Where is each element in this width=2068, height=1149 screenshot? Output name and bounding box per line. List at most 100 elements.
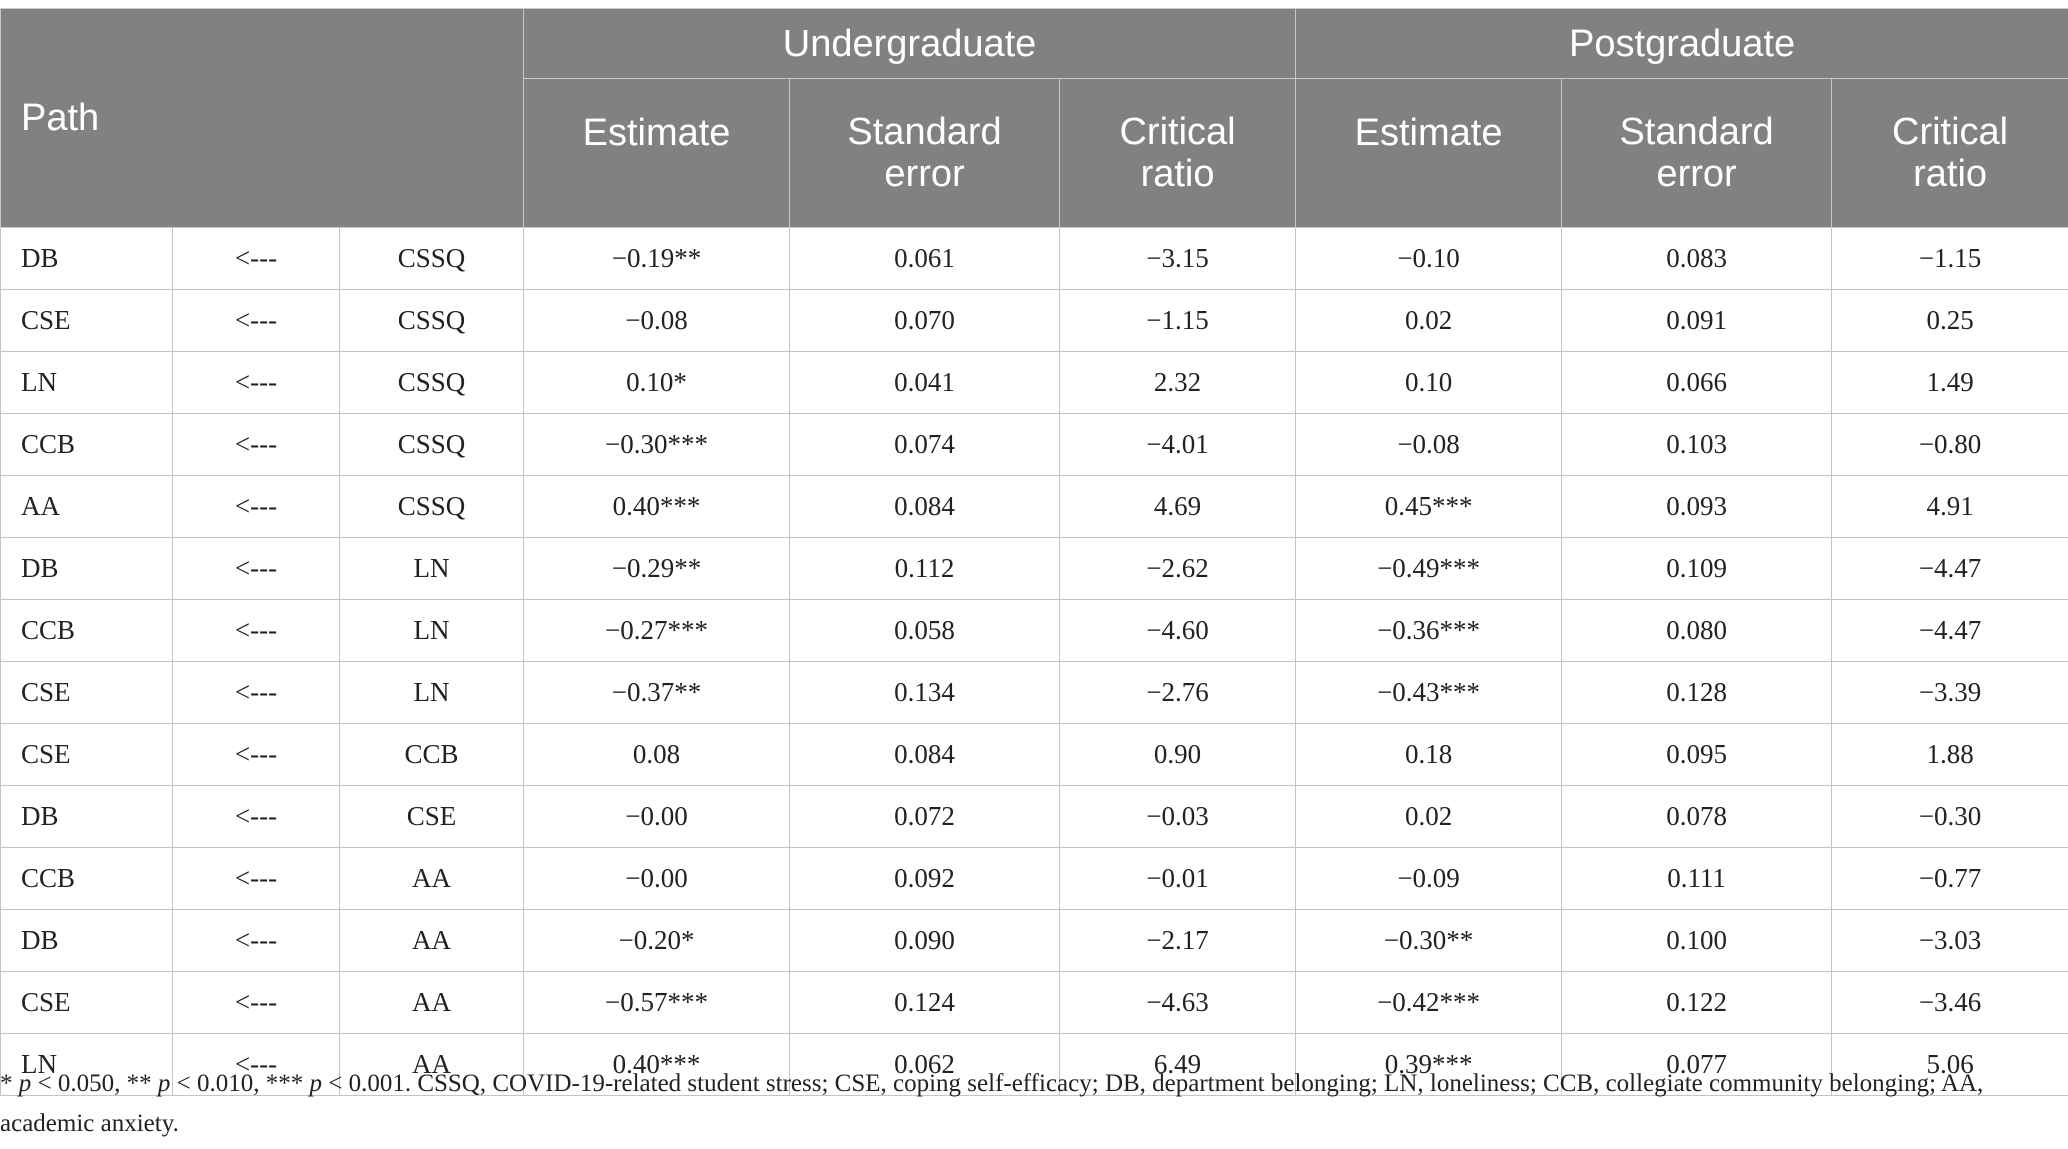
table-row: LN <--- CSSQ 0.10* 0.041 2.32 0.10 0.066 1.49 xyxy=(0,351,2068,414)
header-row-groups: Path Undergraduate Postgraduate xyxy=(0,8,2068,228)
cell-ug-critical-ratio: −0.03 xyxy=(1059,785,1297,848)
cell-ug-estimate: −0.19** xyxy=(523,227,791,290)
path-header: Path xyxy=(0,8,525,228)
cell-path-to: CSE xyxy=(0,661,173,724)
table-footnote: * p < 0.050, ** p < 0.010, *** p < 0.001… xyxy=(0,1064,2050,1144)
cell-ug-critical-ratio: −2.17 xyxy=(1059,909,1297,972)
table-row: DB <--- CSSQ −0.19** 0.061 −3.15 −0.10 0.083 −1.… xyxy=(0,227,2068,290)
cell-pg-estimate: −0.43*** xyxy=(1295,661,1563,724)
column-header-line2: ratio xyxy=(1140,153,1215,195)
cell-ug-critical-ratio: −0.01 xyxy=(1059,847,1297,910)
cell-ug-standard-error: 0.084 xyxy=(789,723,1061,786)
cell-path-arrow: <--- xyxy=(172,475,340,538)
cell-ug-standard-error: 0.112 xyxy=(789,537,1061,600)
cell-pg-critical-ratio: −3.46 xyxy=(1831,971,2068,1034)
cell-ug-critical-ratio: −3.15 xyxy=(1059,227,1297,290)
group-header-postgraduate: Postgraduate xyxy=(1295,8,2068,79)
cell-pg-estimate: −0.10 xyxy=(1295,227,1563,290)
cell-pg-standard-error: 0.095 xyxy=(1561,723,1833,786)
cell-ug-estimate: −0.08 xyxy=(523,289,791,352)
cell-pg-critical-ratio: 1.49 xyxy=(1831,351,2068,414)
column-header-line1: Standard xyxy=(847,111,1002,153)
cell-ug-standard-error: 0.061 xyxy=(789,227,1061,290)
table-row: CCB <--- CSSQ −0.30*** 0.074 −4.01 −0.08 0.103−… xyxy=(0,413,2068,476)
footnote-abbreviations: CSSQ, COVID-19-related student stress; C… xyxy=(0,1070,1984,1137)
cell-path-arrow: <--- xyxy=(172,289,340,352)
cell-path-to: DB xyxy=(0,537,173,600)
cell-path-to: CCB xyxy=(0,599,173,662)
cell-path-to: CSE xyxy=(0,971,173,1034)
cell-path-arrow: <--- xyxy=(172,537,340,600)
column-header-ug-standard-error: Standard error xyxy=(789,78,1061,228)
cell-path-from: LN xyxy=(338,537,525,600)
cell-ug-critical-ratio: −2.62 xyxy=(1059,537,1297,600)
table-row: CSE <--- AA −0.57*** 0.124 −4.63 −0.42*** 0.122… xyxy=(0,971,2068,1034)
cell-pg-estimate: −0.36*** xyxy=(1295,599,1563,662)
cell-path-from: AA xyxy=(338,909,525,972)
column-header-line2: ratio xyxy=(1913,153,1988,195)
table-row: DB <--- AA −0.20* 0.090 −2.17 −0.30** 0.100 −3.0… xyxy=(0,909,2068,972)
cell-pg-standard-error: 0.103 xyxy=(1561,413,1833,476)
cell-ug-standard-error: 0.062 xyxy=(789,1033,1061,1096)
cell-ug-estimate: −0.00 xyxy=(523,785,791,848)
table-row: CCB <--- LN −0.27*** 0.058 −4.60 −0.36*** 0.080… xyxy=(0,599,2068,662)
column-header-pg-critical-ratio: Critical ratio xyxy=(1831,78,2068,228)
cell-ug-critical-ratio: 6.49 xyxy=(1059,1033,1297,1096)
cell-pg-standard-error: 0.083 xyxy=(1561,227,1833,290)
cell-ug-standard-error: 0.092 xyxy=(789,847,1061,910)
cell-path-to: CCB xyxy=(0,413,173,476)
results-table-container: Path Undergraduate Postgraduate Estimate… xyxy=(0,8,2068,1096)
cell-path-from: CSSQ xyxy=(338,413,525,476)
cell-path-arrow: <--- xyxy=(172,971,340,1034)
cell-ug-critical-ratio: −1.15 xyxy=(1059,289,1297,352)
cell-pg-standard-error: 0.093 xyxy=(1561,475,1833,538)
cell-pg-critical-ratio: −4.47 xyxy=(1831,537,2068,600)
cell-pg-estimate: −0.49*** xyxy=(1295,537,1563,600)
cell-path-from: LN xyxy=(338,661,525,724)
cell-path-to: LN xyxy=(0,351,173,414)
cell-path-from: CSSQ xyxy=(338,351,525,414)
cell-ug-critical-ratio: 0.90 xyxy=(1059,723,1297,786)
cell-ug-standard-error: 0.134 xyxy=(789,661,1061,724)
cell-pg-standard-error: 0.109 xyxy=(1561,537,1833,600)
cell-path-from: CSE xyxy=(338,785,525,848)
cell-ug-estimate: 0.10* xyxy=(523,351,791,414)
cell-path-arrow: <--- xyxy=(172,785,340,848)
cell-ug-critical-ratio: −4.01 xyxy=(1059,413,1297,476)
cell-path-from: LN xyxy=(338,599,525,662)
table-row: DB <--- LN −0.29** 0.112 −2.62 −0.49*** 0.109 −4… xyxy=(0,537,2068,600)
cell-ug-estimate: −0.00 xyxy=(523,847,791,910)
column-header-line1: Critical xyxy=(1119,111,1236,153)
cell-ug-estimate: 0.08 xyxy=(523,723,791,786)
cell-path-from: AA xyxy=(338,847,525,910)
cell-pg-critical-ratio: −3.03 xyxy=(1831,909,2068,972)
cell-ug-estimate: −0.37** xyxy=(523,661,791,724)
cell-pg-standard-error: 0.128 xyxy=(1561,661,1833,724)
footnote-p-symbol: p xyxy=(157,1070,171,1097)
cell-ug-estimate: −0.27*** xyxy=(523,599,791,662)
cell-path-to: DB xyxy=(0,785,173,848)
footnote-sig1-value: < 0.050, ** xyxy=(31,1070,158,1097)
cell-path-to: AA xyxy=(0,475,173,538)
cell-path-arrow: <--- xyxy=(172,661,340,724)
cell-pg-estimate: −0.42*** xyxy=(1295,971,1563,1034)
footnote-p-symbol: p xyxy=(18,1070,32,1097)
cell-pg-estimate: 0.45*** xyxy=(1295,475,1563,538)
table-header: Path Undergraduate Postgraduate Estimate… xyxy=(0,8,2068,228)
table-row: CSE <--- CSSQ −0.08 0.070 −1.15 0.02 0.091 0.25 xyxy=(0,289,2068,352)
cell-pg-estimate: 0.02 xyxy=(1295,289,1563,352)
cell-path-to: CCB xyxy=(0,847,173,910)
cell-ug-critical-ratio: −4.60 xyxy=(1059,599,1297,662)
footnote-sig2-value: < 0.010, *** xyxy=(170,1070,310,1097)
column-header-pg-standard-error: Standard error xyxy=(1561,78,1833,228)
cell-pg-critical-ratio: −1.15 xyxy=(1831,227,2068,290)
column-header-line2: error xyxy=(1656,153,1737,195)
cell-pg-standard-error: 0.078 xyxy=(1561,785,1833,848)
cell-path-from: CSSQ xyxy=(338,227,525,290)
table-row: CSE <--- LN −0.37** 0.134 −2.76 −0.43*** 0.128−… xyxy=(0,661,2068,724)
table-row: CCB <--- AA −0.00 0.092 −0.01 −0.09 0.111 −0.77 xyxy=(0,847,2068,910)
path-estimates-table: Path Undergraduate Postgraduate Estimate… xyxy=(0,8,2068,1096)
footnote-p-symbol: p xyxy=(309,1070,322,1097)
table-row: CSE <--- CCB 0.08 0.084 0.90 0.18 0.095 1.88 xyxy=(0,723,2068,786)
cell-ug-estimate: −0.29** xyxy=(523,537,791,600)
